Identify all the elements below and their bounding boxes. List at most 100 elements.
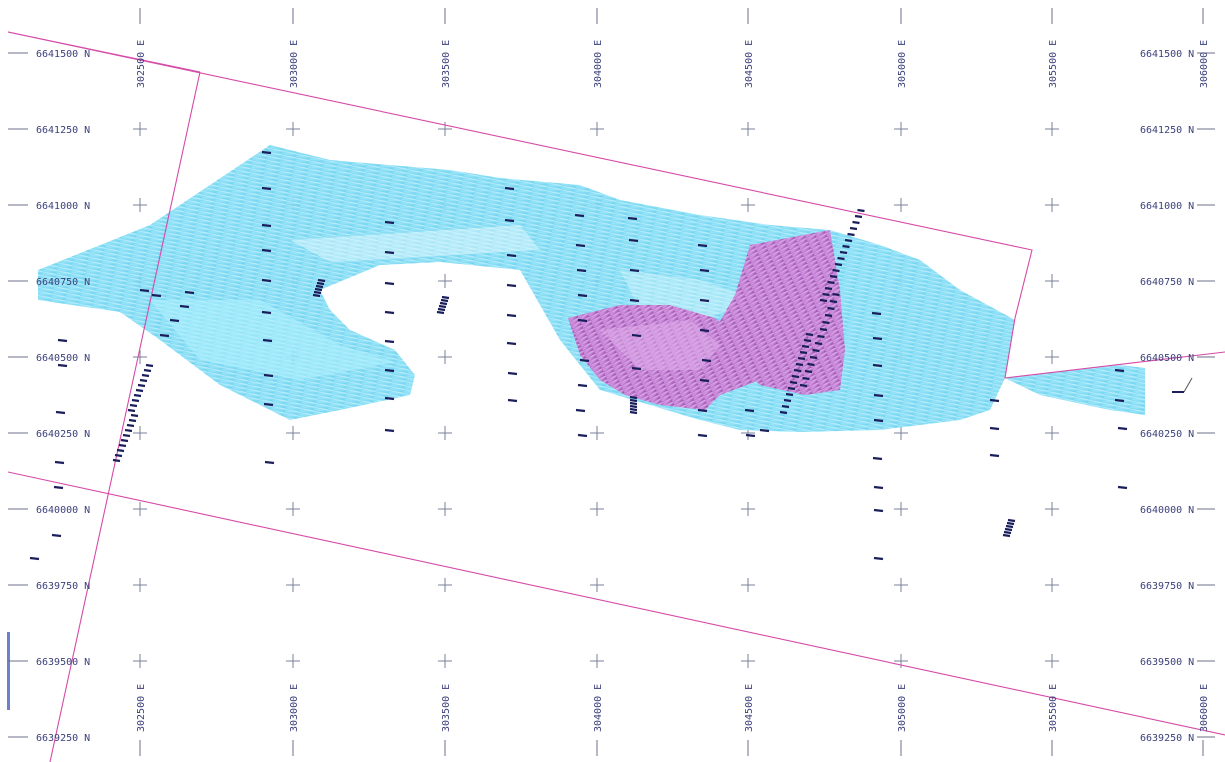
drillhole-trace	[169, 318, 180, 323]
northing-label: 6640000 N	[1140, 505, 1194, 516]
drillhole-trace	[141, 373, 150, 378]
drillhole-trace	[827, 280, 835, 285]
drillhole-trace	[1117, 426, 1128, 431]
grid-cross-icon	[1045, 350, 1059, 364]
grid-edge-ticks	[8, 8, 1215, 756]
viewport-edge-bar	[7, 632, 10, 710]
drillhole-trace	[133, 393, 142, 398]
drillhole-trace	[261, 150, 272, 155]
northing-label: 6641250 N	[36, 125, 90, 136]
drillhole-trace	[819, 327, 828, 332]
drillhole-trace	[312, 293, 321, 298]
drillhole-trace	[55, 410, 66, 415]
northing-label: 6641000 N	[36, 201, 90, 212]
grid-cross-icon	[438, 274, 452, 288]
orebody-solid-magenta[interactable]	[568, 230, 845, 410]
drillhole-trace	[1004, 527, 1013, 532]
drillhole-trace	[576, 268, 587, 273]
drillhole-trace	[873, 393, 884, 398]
drillhole-trace	[114, 453, 123, 458]
drillhole-trace	[629, 404, 638, 409]
drillhole-trace	[151, 293, 162, 298]
drillhole-trace	[697, 433, 708, 438]
drillhole-trace	[803, 338, 812, 343]
drillhole-trace	[814, 341, 823, 346]
drillhole-trace	[793, 368, 802, 373]
drillhole-trace	[29, 556, 40, 561]
drillhole-trace	[507, 398, 518, 403]
drillhole-trace	[314, 287, 323, 292]
easting-labels-top: 302500 E 303000 E 303500 E 304000 E 304500 E…	[136, 40, 1210, 88]
orebody-solid-cyan[interactable]	[38, 145, 1145, 432]
grid-cross-icon	[1045, 578, 1059, 592]
grid-cross-icon	[894, 122, 908, 136]
drillhole-trace	[1006, 521, 1015, 526]
drillhole-trace	[575, 243, 586, 248]
drillhole-trace	[506, 283, 517, 288]
drillhole-trace	[384, 428, 395, 433]
drillhole-trace	[130, 413, 139, 418]
drillhole-trace	[802, 376, 810, 381]
drillhole-trace	[504, 186, 515, 191]
drillhole-trace	[1003, 530, 1012, 535]
grid-cross-icon	[741, 654, 755, 668]
grid-cross-icon	[133, 198, 147, 212]
drillhole-trace	[506, 313, 517, 318]
drillhole-trace	[791, 374, 800, 379]
drillhole-trace	[839, 250, 848, 255]
drillhole-trace	[506, 253, 517, 258]
drillhole-trace	[384, 310, 395, 315]
drillhole-trace	[57, 363, 68, 368]
grid-cross-icon	[1045, 426, 1059, 440]
easting-label: 304000 E	[593, 40, 604, 88]
drillhole-trace	[785, 392, 794, 397]
easting-label: 303000 E	[289, 684, 300, 732]
drillhole-trace	[873, 485, 884, 490]
drillhole-trace	[629, 407, 638, 412]
drillhole-trace	[1114, 398, 1125, 403]
drillhole-trace	[384, 250, 395, 255]
drillhole-trace	[577, 383, 588, 388]
northing-label: 6640750 N	[1140, 277, 1194, 288]
drillhole-trace	[629, 401, 638, 406]
grid-cross-icon	[590, 122, 604, 136]
northing-label: 6641000 N	[1140, 201, 1194, 212]
northing-label: 6639250 N	[36, 733, 90, 744]
grid-cross-icon	[133, 578, 147, 592]
drillhole-trace	[989, 426, 1000, 431]
drillhole-trace	[127, 408, 136, 413]
drillhole-trace	[783, 398, 792, 403]
easting-label: 306000 E	[1199, 684, 1210, 732]
grid-cross-icon	[894, 578, 908, 592]
drillhole-trace	[1005, 524, 1014, 529]
drillhole-trace	[439, 301, 448, 306]
grid-cross-icon	[438, 350, 452, 364]
drillhole-trace	[137, 383, 146, 388]
drillhole-trace	[628, 238, 639, 243]
northing-label: 6639250 N	[1140, 733, 1194, 744]
easting-label: 304000 E	[593, 684, 604, 732]
northing-label: 6639750 N	[1140, 581, 1194, 592]
grid-cross-icon	[133, 502, 147, 516]
drillhole-trace	[872, 363, 883, 368]
drillhole-trace	[1002, 533, 1011, 538]
drillhole-trace	[873, 556, 884, 561]
grid-cross-icon	[741, 122, 755, 136]
drillhole-trace	[789, 380, 798, 385]
northing-label: 6639500 N	[36, 657, 90, 668]
grid-cross-icon	[286, 426, 300, 440]
drillhole-trace	[575, 408, 586, 413]
northing-labels-right: 6641500 N 6641250 N 6641000 N 6640750 N 6640…	[1140, 49, 1194, 744]
drillhole-trace	[504, 218, 515, 223]
drillhole-trace	[631, 366, 642, 371]
grid-cross-icon	[1045, 122, 1059, 136]
drillhole-trace	[872, 456, 883, 461]
drillhole-trace	[54, 460, 65, 465]
easting-label: 303000 E	[289, 40, 300, 88]
drillhole-trace	[629, 298, 640, 303]
grid-cross-icon	[894, 502, 908, 516]
easting-label: 304500 E	[744, 684, 755, 732]
drillhole-trace	[261, 248, 272, 253]
drillhole-trace	[629, 268, 640, 273]
